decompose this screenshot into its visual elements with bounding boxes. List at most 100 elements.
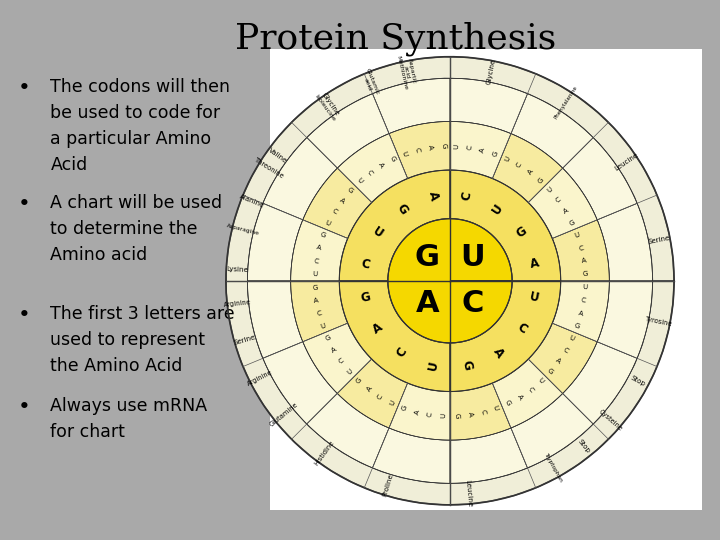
Polygon shape <box>492 359 562 428</box>
Text: Glutamic
acid: Glutamic acid <box>360 68 380 98</box>
Polygon shape <box>597 281 652 359</box>
Text: G: G <box>574 322 580 330</box>
Text: C: C <box>581 298 586 304</box>
Text: U: U <box>346 368 354 375</box>
Polygon shape <box>372 428 450 483</box>
Polygon shape <box>338 359 408 428</box>
Text: Glycine: Glycine <box>321 91 341 117</box>
Text: U: U <box>461 244 485 273</box>
Text: A: A <box>330 346 338 354</box>
Polygon shape <box>492 133 562 202</box>
Text: Tyrosine: Tyrosine <box>645 316 673 327</box>
Polygon shape <box>389 122 450 179</box>
Text: A: A <box>554 357 562 365</box>
Text: C: C <box>578 245 584 252</box>
Text: G: G <box>504 399 512 407</box>
Text: C: C <box>366 168 374 176</box>
Text: G: G <box>401 404 408 411</box>
Text: C: C <box>526 386 534 393</box>
Text: G: G <box>388 155 396 163</box>
Text: The codons will then: The codons will then <box>50 78 230 96</box>
Text: Methionine: Methionine <box>396 56 408 91</box>
Polygon shape <box>552 281 609 342</box>
Text: Acid: Acid <box>50 156 88 174</box>
Text: the Amino Acid: the Amino Acid <box>50 357 183 375</box>
Polygon shape <box>511 94 593 168</box>
Text: A: A <box>426 190 441 202</box>
Text: a particular Amino: a particular Amino <box>50 130 212 148</box>
Text: A: A <box>427 145 433 150</box>
Text: Glycine: Glycine <box>485 58 496 85</box>
Text: U: U <box>320 322 326 330</box>
Text: Leucine: Leucine <box>614 151 640 172</box>
Text: Asparagine: Asparagine <box>226 222 260 236</box>
Polygon shape <box>291 220 348 281</box>
Text: G: G <box>324 335 332 342</box>
Polygon shape <box>562 342 637 424</box>
Text: C: C <box>316 310 322 317</box>
Text: C: C <box>462 289 484 318</box>
Text: G: G <box>459 360 474 372</box>
Polygon shape <box>552 220 609 281</box>
Text: Cysteine: Cysteine <box>598 409 624 433</box>
Text: A: A <box>529 256 541 271</box>
Polygon shape <box>450 281 561 392</box>
Polygon shape <box>226 57 674 505</box>
Text: G: G <box>514 225 529 241</box>
Text: Glutamine: Glutamine <box>269 402 300 428</box>
Text: C: C <box>467 145 473 150</box>
Text: Isoleucine: Isoleucine <box>313 94 336 123</box>
Text: A: A <box>415 289 439 318</box>
Text: Arginine: Arginine <box>246 369 274 387</box>
Text: for chart: for chart <box>50 423 125 441</box>
Text: C: C <box>330 207 338 215</box>
Text: to determine the: to determine the <box>50 220 198 238</box>
Text: Always use mRNA: Always use mRNA <box>50 397 207 415</box>
Text: U: U <box>528 291 541 305</box>
Text: G: G <box>320 232 326 239</box>
Text: Stop: Stop <box>630 375 647 387</box>
Polygon shape <box>248 203 303 281</box>
Text: A: A <box>467 411 473 417</box>
Text: C: C <box>394 346 410 360</box>
Polygon shape <box>450 170 561 281</box>
Text: G: G <box>355 377 364 385</box>
Text: U: U <box>546 186 554 194</box>
Text: U: U <box>312 271 318 278</box>
Text: Protein Synthesis: Protein Synthesis <box>235 22 557 56</box>
Polygon shape <box>303 323 372 394</box>
Text: Lysine: Lysine <box>226 266 248 273</box>
Text: C: C <box>480 409 486 415</box>
Text: •: • <box>18 397 31 417</box>
Text: G: G <box>454 413 460 418</box>
Polygon shape <box>263 342 338 424</box>
Text: Alanine: Alanine <box>239 193 266 208</box>
Text: C: C <box>459 191 474 201</box>
Polygon shape <box>597 203 652 281</box>
Text: U: U <box>454 143 460 148</box>
Text: A: A <box>338 197 346 204</box>
Text: A: A <box>562 207 570 215</box>
Polygon shape <box>450 428 528 483</box>
Text: The first 3 letters are: The first 3 letters are <box>50 305 235 323</box>
Text: be used to code for: be used to code for <box>50 104 220 122</box>
Text: C: C <box>314 258 319 264</box>
Text: U: U <box>582 284 588 291</box>
Text: Arginine: Arginine <box>224 299 252 307</box>
Text: •: • <box>18 305 31 325</box>
Text: G: G <box>568 219 576 227</box>
Text: Threonine: Threonine <box>253 156 285 179</box>
Text: A: A <box>516 393 523 400</box>
Text: A: A <box>371 321 386 337</box>
Text: A: A <box>314 298 319 304</box>
Polygon shape <box>307 94 389 168</box>
Text: A: A <box>414 409 420 415</box>
Text: Aspartic
acid: Aspartic acid <box>402 58 417 85</box>
Text: U: U <box>536 377 544 384</box>
Text: C: C <box>427 411 433 417</box>
Text: U: U <box>568 335 575 342</box>
Text: •: • <box>18 78 31 98</box>
Text: G: G <box>312 284 318 291</box>
Text: C: C <box>338 357 346 365</box>
Text: G: G <box>359 291 372 305</box>
